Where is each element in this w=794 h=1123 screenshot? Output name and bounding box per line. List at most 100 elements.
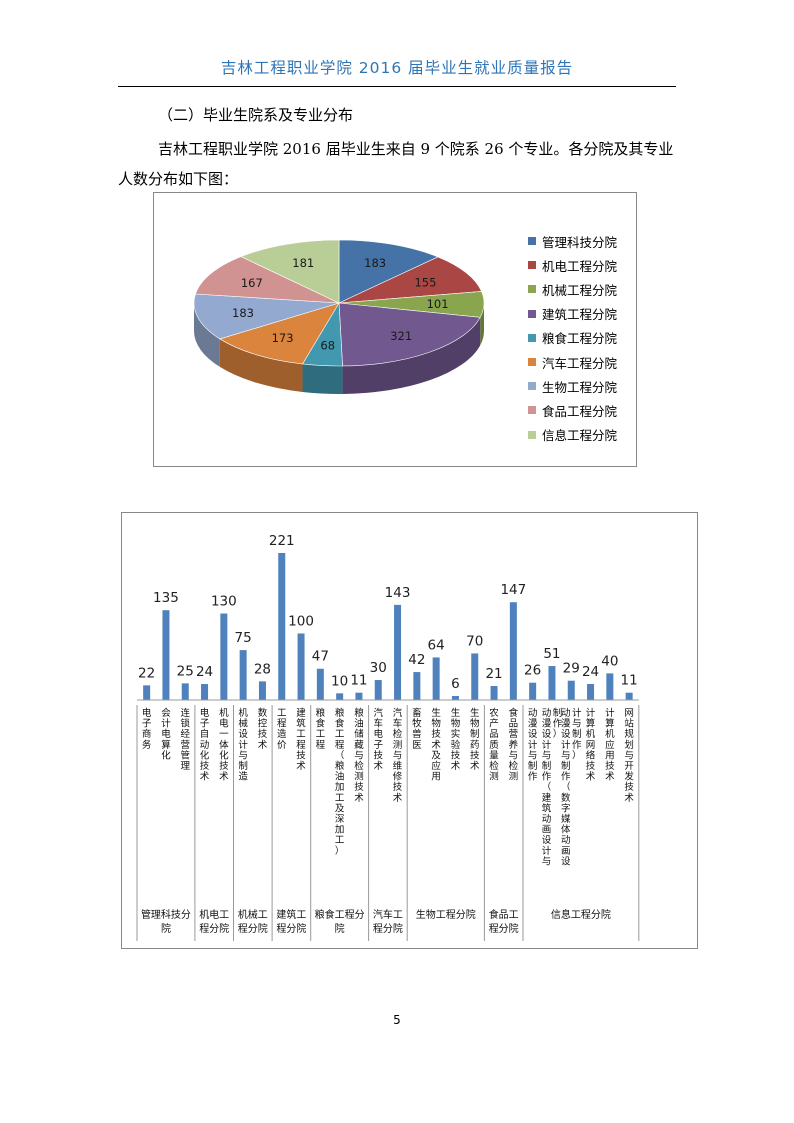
svg-text:化: 化: [200, 749, 210, 761]
svg-text:术: 术: [624, 792, 634, 804]
bar-25: [625, 692, 633, 700]
bar-value-label-7: 221: [269, 533, 295, 549]
svg-text:（: （: [335, 749, 345, 761]
header-divider: [118, 86, 676, 87]
svg-text:验: 验: [451, 739, 461, 751]
svg-text:与: 与: [393, 750, 403, 761]
svg-text:建筑工: 建筑工: [276, 908, 306, 921]
bar-17: [471, 653, 479, 700]
bar-value-label-9: 47: [312, 649, 329, 665]
svg-text:汽车工: 汽车工: [373, 908, 403, 921]
svg-text:）: ）: [572, 749, 582, 761]
svg-text:实: 实: [451, 728, 461, 740]
bar-value-label-5: 75: [235, 630, 252, 646]
svg-text:应: 应: [431, 760, 441, 772]
svg-text:算: 算: [605, 718, 615, 730]
svg-text:术: 术: [258, 739, 268, 751]
pie-legend-label-6: 生物工程分院: [542, 379, 618, 395]
svg-text:开: 开: [624, 761, 634, 772]
svg-text:工: 工: [335, 793, 345, 804]
svg-text:量: 量: [489, 750, 499, 761]
bar-group-label-7: 食品工程分院: [489, 908, 519, 935]
svg-text:锁: 锁: [180, 718, 190, 730]
bar-11: [355, 692, 363, 700]
bar-group-label-0: 管理科技分院: [141, 908, 191, 935]
svg-text:粮: 粮: [335, 707, 345, 719]
svg-text:生物工程分院: 生物工程分院: [416, 908, 476, 921]
svg-text:营: 营: [180, 739, 190, 751]
pie-side-3: [342, 317, 481, 394]
pie-chart: 183 155 101 321 68 173 183 167 181: [193, 239, 485, 394]
svg-text:技: 技: [258, 728, 268, 740]
bar-value-label-1: 135: [153, 590, 179, 606]
svg-text:筑: 筑: [296, 718, 306, 730]
pie-legend-item-3: 建筑工程分院: [528, 302, 617, 326]
bar-group-label-4: 粮食工程分院: [315, 908, 365, 935]
svg-text:画: 画: [542, 825, 552, 836]
svg-text:漫: 漫: [528, 718, 538, 730]
pie-legend-swatch-6: [528, 382, 536, 391]
bar-value-label-2: 25: [177, 663, 194, 679]
svg-text:技: 技: [451, 749, 461, 761]
svg-text:机: 机: [238, 707, 248, 719]
svg-text:电: 电: [161, 728, 171, 740]
svg-text:技: 技: [200, 760, 210, 772]
svg-text:测: 测: [489, 772, 499, 783]
pie-legend-swatch-8: [528, 430, 536, 439]
pie-legend-label-3: 建筑工程分院: [542, 307, 618, 323]
svg-text:管: 管: [180, 749, 190, 761]
svg-text:检: 检: [509, 760, 519, 772]
bar-value-label-19: 147: [500, 582, 526, 598]
bar-value-label-3: 24: [196, 664, 213, 680]
svg-text:技: 技: [605, 760, 615, 772]
svg-text:设: 设: [542, 729, 552, 740]
svg-text:作: 作: [561, 771, 571, 783]
svg-text:连: 连: [180, 707, 190, 719]
pie-data-label-5: 173: [272, 331, 294, 345]
svg-text:程: 程: [316, 740, 326, 751]
svg-text:食: 食: [335, 718, 345, 730]
svg-text:深: 深: [335, 814, 345, 825]
svg-text:技: 技: [431, 728, 441, 740]
svg-text:程分院: 程分院: [199, 922, 229, 935]
pie-legend-item-4: 粮食工程分院: [528, 326, 617, 350]
svg-text:体: 体: [219, 739, 229, 751]
bar-value-label-12: 30: [370, 660, 387, 676]
pie-legend-label-5: 汽车工程分院: [542, 355, 618, 371]
svg-text:与: 与: [542, 750, 552, 761]
svg-text:与: 与: [561, 750, 571, 761]
pie-slice-5: [219, 302, 340, 365]
bar-3: [201, 684, 209, 700]
svg-text:技: 技: [470, 749, 480, 761]
bar-2: [181, 683, 189, 700]
svg-text:技: 技: [296, 749, 306, 761]
svg-text:与: 与: [238, 750, 248, 761]
svg-text:计: 计: [161, 718, 171, 730]
svg-text:设: 设: [561, 856, 571, 867]
svg-text:药: 药: [470, 740, 480, 751]
pie-side-5: [219, 338, 303, 392]
svg-text:油: 油: [335, 771, 345, 783]
bar-4: [220, 613, 228, 700]
svg-text:粮食工程分: 粮食工程分: [315, 908, 365, 921]
bar-value-label-22: 29: [563, 661, 580, 677]
svg-text:养: 养: [509, 739, 519, 751]
svg-text:农: 农: [489, 707, 499, 719]
bar-7: [278, 553, 286, 700]
pie-legend-item-2: 机械工程分院: [528, 277, 617, 301]
pie-legend-swatch-3: [528, 309, 536, 318]
svg-text:媒: 媒: [561, 813, 571, 825]
svg-text:程分院: 程分院: [238, 922, 268, 935]
bar-series: [143, 553, 633, 700]
svg-text:络: 络: [586, 749, 596, 761]
svg-text:电: 电: [142, 707, 152, 719]
svg-text:程分院: 程分院: [489, 922, 519, 935]
svg-text:技: 技: [586, 760, 596, 772]
